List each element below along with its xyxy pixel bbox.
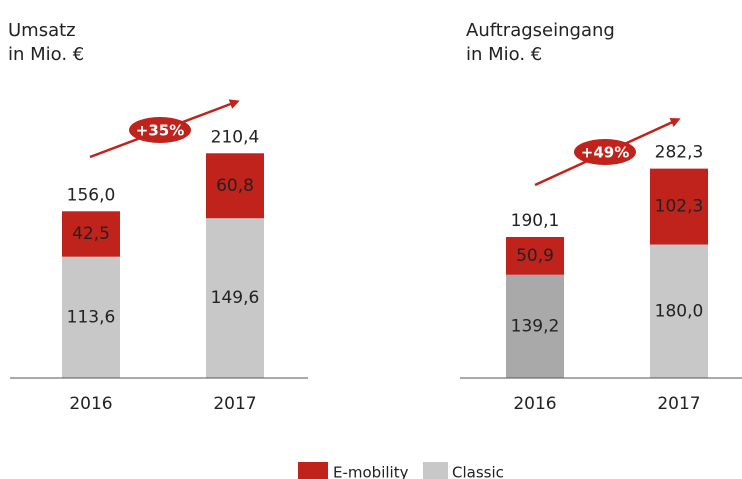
legend-label: E-mobility [333,464,409,479]
growth-label: +35% [136,122,184,140]
total-label: 282,3 [655,143,704,163]
chart-title: Auftragseingang [466,20,615,41]
total-label: 190,1 [511,211,560,231]
bar-segment [62,256,120,378]
value-label: 50,9 [516,246,554,266]
x-tick-label: 2017 [213,394,256,414]
bar-segment [206,153,264,219]
legend-label: Classic [452,464,504,479]
x-tick-label: 2016 [69,394,112,414]
bar-segment [506,237,564,275]
bar-segment [206,218,264,378]
total-label: 156,0 [67,185,116,205]
growth-label: +49% [581,144,629,162]
value-label: 102,3 [655,197,704,217]
x-tick-label: 2016 [513,394,556,414]
value-label: 60,8 [216,176,254,196]
legend-swatch [298,462,328,479]
bar-segment [62,211,120,257]
growth-badge [574,139,636,165]
chart-subtitle: in Mio. € [8,44,84,65]
total-label: 210,4 [211,127,260,147]
chart-subtitle: in Mio. € [466,44,542,65]
value-label: 149,6 [211,288,260,308]
value-label: 139,2 [511,316,560,336]
chart-title: Umsatz [8,20,76,41]
growth-badge [129,117,191,143]
legend-swatch [423,462,448,479]
bar-segment [650,244,708,378]
x-tick-label: 2017 [657,394,700,414]
value-label: 113,6 [67,307,116,327]
value-label: 42,5 [72,224,110,244]
bar-segment [650,168,708,245]
value-label: 180,0 [655,301,704,321]
bar-segment [506,274,564,378]
